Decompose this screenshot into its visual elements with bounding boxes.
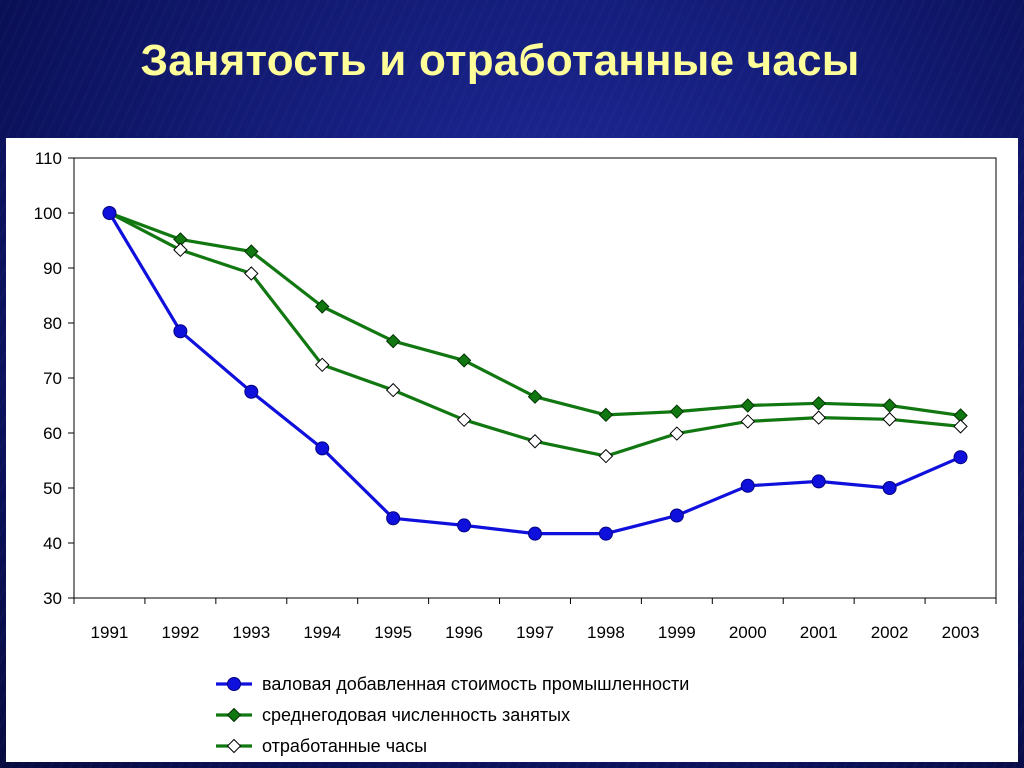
data-point	[244, 266, 259, 281]
data-point	[740, 414, 755, 429]
x-tick-label: 2000	[729, 623, 767, 642]
data-point	[457, 518, 472, 533]
data-point	[456, 412, 472, 428]
data-point	[953, 450, 968, 465]
y-tick-label: 40	[43, 534, 62, 553]
x-tick-label: 2002	[871, 623, 909, 642]
data-point	[669, 508, 684, 523]
data-point	[226, 707, 242, 723]
chart-axes: 30 40 50 60 70 80 90 100 110 1991 1992 1993 1994 1995…	[34, 149, 997, 642]
data-point	[315, 357, 330, 373]
data-point	[598, 526, 613, 541]
data-point	[527, 389, 543, 404]
series-3	[102, 205, 968, 464]
series-1	[102, 206, 968, 541]
x-tick-label: 1997	[516, 623, 554, 642]
data-point	[811, 396, 826, 411]
data-point	[226, 738, 242, 754]
data-point	[315, 299, 330, 314]
data-point	[315, 441, 330, 456]
chart-series	[102, 205, 968, 541]
chart-panel: 30 40 50 60 70 80 90 100 110 1991 1992 1993 1994 1995…	[6, 138, 1018, 762]
x-tick-label: 2001	[800, 623, 838, 642]
legend-item: отработанные часы	[216, 736, 427, 756]
data-point	[527, 434, 543, 449]
plot-area	[73, 157, 997, 599]
data-point	[669, 426, 685, 441]
x-tick-label: 1995	[374, 623, 412, 642]
data-point	[811, 474, 826, 489]
x-tick-label: 2003	[942, 623, 980, 642]
data-point	[882, 398, 897, 413]
x-tick-label: 1996	[445, 623, 483, 642]
legend-label: среднегодовая численность занятых	[262, 705, 570, 725]
data-point	[173, 242, 188, 258]
data-point	[669, 404, 685, 419]
data-point	[740, 478, 755, 493]
data-point	[385, 382, 401, 398]
x-tick-label: 1999	[658, 623, 696, 642]
legend-item: среднегодовая численность занятых	[216, 705, 570, 725]
x-tick-label: 1993	[232, 623, 270, 642]
data-point	[598, 448, 614, 464]
x-tick-label: 1998	[587, 623, 625, 642]
data-point	[385, 333, 401, 349]
legend-label: отработанные часы	[262, 736, 427, 756]
data-point	[528, 526, 542, 541]
y-tick-label: 70	[43, 369, 62, 388]
data-point	[882, 412, 897, 427]
data-point	[882, 481, 897, 495]
y-tick-label: 30	[43, 589, 62, 608]
x-tick-label: 1992	[161, 623, 199, 642]
y-tick-label: 80	[43, 314, 62, 333]
y-tick-label: 60	[43, 424, 62, 443]
data-point	[244, 384, 259, 399]
data-point	[227, 677, 241, 691]
y-tick-label: 110	[35, 149, 62, 168]
line-chart: 30 40 50 60 70 80 90 100 110 1991 1992 1993 1994 1995…	[34, 149, 997, 756]
data-point	[456, 353, 472, 368]
data-point	[811, 410, 826, 425]
data-point	[740, 398, 755, 413]
slide-title: Занятость и отработанные часы	[140, 36, 860, 85]
legend-label: валовая добавленная стоимость промышленн…	[262, 674, 689, 694]
data-point	[386, 511, 401, 526]
chart-legend: валовая добавленная стоимость промышленн…	[216, 674, 689, 756]
y-tick-label: 90	[43, 259, 62, 278]
legend-item: валовая добавленная стоимость промышленн…	[216, 674, 689, 694]
data-point	[953, 419, 968, 434]
data-point	[598, 407, 614, 423]
x-tick-label: 1991	[91, 623, 129, 642]
y-tick-label: 100	[34, 204, 62, 223]
data-point	[244, 244, 259, 259]
y-tick-label: 50	[43, 479, 62, 498]
data-point	[173, 324, 188, 339]
x-tick-label: 1994	[303, 623, 341, 642]
data-point	[102, 206, 117, 220]
